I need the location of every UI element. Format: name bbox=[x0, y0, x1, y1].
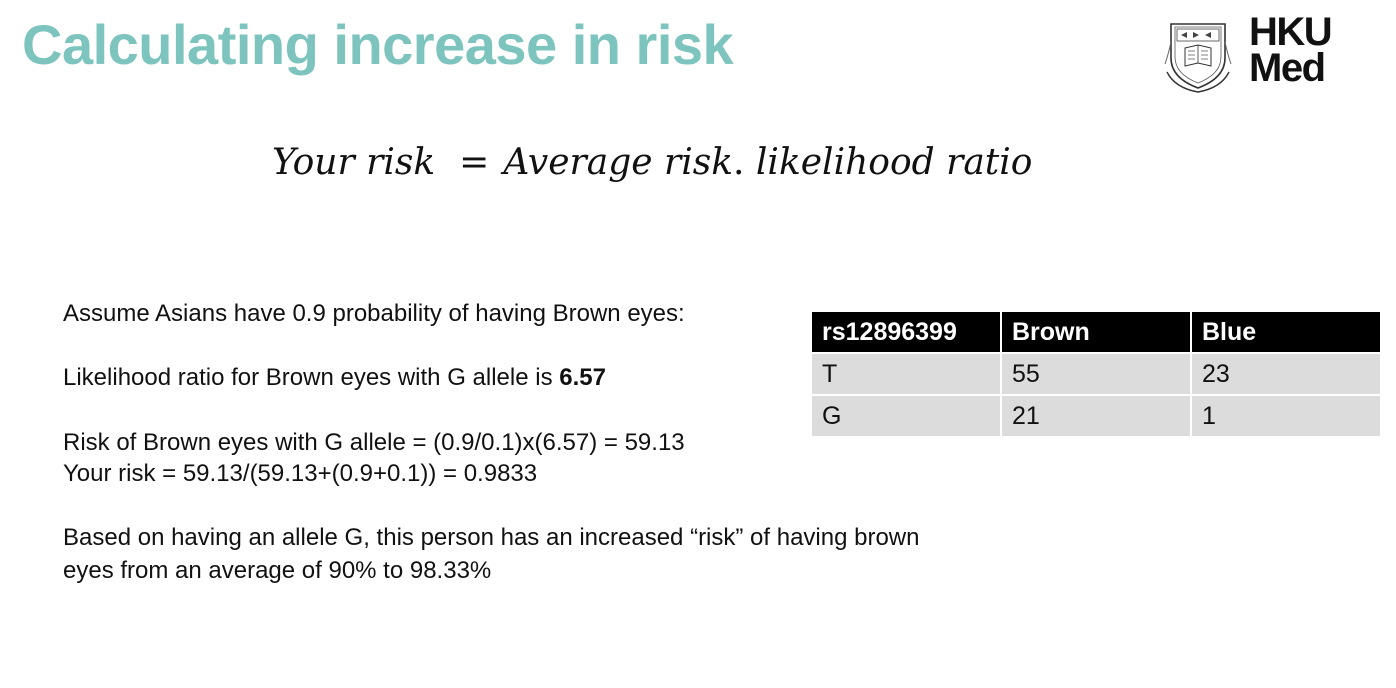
likelihood-ratio-prefix: Likelihood ratio for Brown eyes with G a… bbox=[63, 364, 560, 391]
table-cell: G bbox=[810, 394, 1002, 438]
logo-line-1: HKU bbox=[1249, 10, 1333, 54]
formula-right-b: likelihood ratio bbox=[744, 142, 1033, 183]
header-blue: Blue bbox=[1190, 310, 1382, 354]
table-cell: 21 bbox=[1000, 394, 1192, 438]
formula-dot: . bbox=[733, 142, 745, 183]
genotype-table: rs12896399 Brown Blue T 55 23 G 21 1 bbox=[810, 310, 1382, 438]
formula-equals: = bbox=[459, 142, 490, 183]
logo-line-2: Med bbox=[1249, 46, 1326, 90]
table-row: G 21 1 bbox=[810, 394, 1382, 438]
header-brown: Brown bbox=[1000, 310, 1192, 354]
table-cell: 23 bbox=[1190, 352, 1382, 396]
table-header-row: rs12896399 Brown Blue bbox=[810, 310, 1382, 354]
likelihood-ratio-value: 6.57 bbox=[559, 364, 606, 391]
likelihood-ratio-text: Likelihood ratio for Brown eyes with G a… bbox=[63, 362, 606, 394]
assumption-text: Assume Asians have 0.9 probability of ha… bbox=[63, 300, 685, 327]
formula-right-a: Average risk bbox=[503, 142, 734, 183]
header-snp: rs12896399 bbox=[810, 310, 1002, 354]
table-cell: 55 bbox=[1000, 352, 1192, 396]
conclusion-line-2: eyes from an average of 90% to 98.33% bbox=[63, 557, 492, 584]
formula-left: Your risk bbox=[272, 142, 436, 183]
hku-med-logo: HKU Med bbox=[1163, 12, 1353, 96]
table-row: T 55 23 bbox=[810, 352, 1382, 396]
slide-title: Calculating increase in risk bbox=[22, 13, 734, 76]
table-cell: T bbox=[810, 352, 1002, 396]
table-cell: 1 bbox=[1190, 394, 1382, 438]
risk-calculation-text: Risk of Brown eyes with G allele = (0.9/… bbox=[63, 429, 685, 456]
university-crest-icon bbox=[1164, 23, 1232, 93]
your-risk-text: Your risk = 59.13/(59.13+(0.9+0.1)) = 0.… bbox=[63, 460, 538, 487]
logo-wordmark: HKU Med bbox=[1249, 10, 1333, 90]
risk-formula: Your risk = Average risk. likelihood ratio bbox=[272, 142, 1032, 183]
conclusion-line-1: Based on having an allele G, this person… bbox=[63, 524, 920, 551]
